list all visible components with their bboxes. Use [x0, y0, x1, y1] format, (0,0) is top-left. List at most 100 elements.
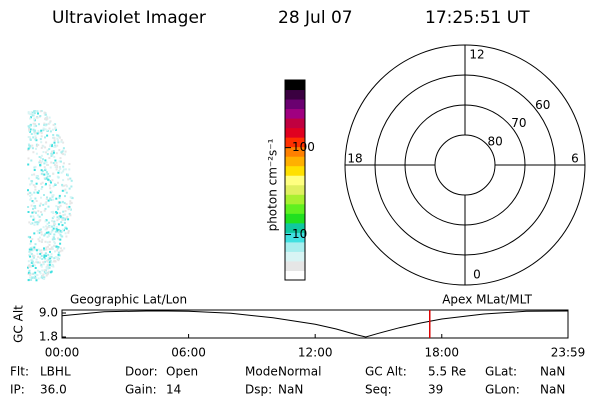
- auroral-pixel: [42, 158, 44, 161]
- auroral-pixel: [41, 269, 44, 272]
- auroral-pixel: [27, 271, 30, 274]
- auroral-pixel: [53, 245, 56, 247]
- auroral-pixel: [30, 182, 33, 185]
- auroral-pixel: [33, 117, 36, 120]
- auroral-pixel: [64, 150, 67, 153]
- auroral-pixel: [27, 206, 30, 208]
- auroral-pixel: [55, 245, 58, 248]
- auroral-pixel: [59, 157, 62, 160]
- auroral-pixel: [54, 127, 57, 130]
- colorbar-band: [285, 184, 305, 195]
- auroral-pixel: [51, 248, 54, 250]
- colorbar-band: [285, 175, 305, 186]
- auroral-pixel: [50, 152, 53, 155]
- auroral-pixel: [62, 165, 65, 168]
- auroral-pixel: [39, 249, 42, 252]
- auroral-pixel: [47, 233, 50, 236]
- auroral-pixel: [31, 260, 34, 263]
- auroral-pixel: [36, 191, 39, 194]
- auroral-pixel: [52, 212, 55, 214]
- auroral-pixel: [53, 137, 56, 140]
- info-value: Normal: [278, 365, 321, 379]
- auroral-pixel: [36, 253, 39, 255]
- auroral-pixel: [34, 276, 37, 279]
- auroral-pixel: [55, 226, 58, 229]
- auroral-pixel: [60, 171, 63, 174]
- auroral-pixel: [65, 227, 68, 230]
- colorbar-band: [285, 165, 305, 176]
- info-label: Dsp:: [245, 383, 272, 397]
- auroral-pixel: [63, 184, 65, 187]
- auroral-pixel: [27, 260, 30, 263]
- auroral-pixel: [39, 202, 42, 205]
- auroral-pixel: [51, 219, 53, 222]
- auroral-pixel: [43, 269, 46, 272]
- auroral-pixel: [47, 256, 50, 259]
- auroral-pixel: [40, 169, 43, 172]
- auroral-pixel: [53, 164, 56, 166]
- auroral-pixel: [62, 162, 65, 165]
- auroral-pixel: [44, 257, 47, 260]
- auroral-pixel: [40, 172, 43, 175]
- auroral-pixel: [49, 261, 52, 264]
- auroral-pixel: [64, 213, 67, 216]
- auroral-pixel: [53, 260, 56, 263]
- auroral-pixel: [29, 272, 32, 275]
- auroral-pixel: [48, 263, 51, 266]
- auroral-pixel: [40, 241, 43, 243]
- auroral-pixel: [47, 122, 50, 125]
- auroral-pixel: [48, 127, 51, 130]
- auroral-pixel: [54, 159, 57, 162]
- auroral-pixel: [65, 235, 68, 238]
- auroral-pixel: [68, 163, 71, 165]
- auroral-pixel: [36, 214, 39, 217]
- auroral-pixel: [48, 243, 51, 246]
- colorbar-band: [285, 241, 305, 252]
- auroral-pixel: [40, 135, 43, 138]
- auroral-pixel: [41, 275, 44, 278]
- auroral-pixel: [67, 178, 70, 181]
- info-label: IP:: [10, 383, 25, 397]
- auroral-pixel: [43, 278, 46, 280]
- colorbar-band: [285, 99, 305, 110]
- auroral-pixel: [45, 161, 48, 164]
- auroral-pixel: [37, 277, 40, 280]
- auroral-pixel: [59, 167, 62, 170]
- auroral-pixel: [43, 256, 46, 259]
- auroral-pixel: [69, 214, 72, 217]
- auroral-pixel: [32, 122, 35, 125]
- auroral-pixel: [38, 236, 41, 239]
- auroral-pixel: [28, 254, 31, 257]
- right-label: Apex MLat/MLT: [442, 293, 532, 307]
- auroral-pixel: [49, 250, 51, 253]
- auroral-pixel: [34, 243, 37, 246]
- polar-hour-label: 18: [347, 152, 362, 166]
- auroral-pixel: [44, 260, 47, 263]
- auroral-pixel: [58, 160, 61, 163]
- auroral-pixel: [40, 146, 43, 149]
- auroral-pixel: [29, 276, 32, 279]
- auroral-pixel: [40, 161, 43, 164]
- auroral-pixel: [49, 145, 52, 148]
- auroral-pixel: [40, 276, 43, 279]
- auroral-pixel: [30, 261, 33, 264]
- auroral-pixel: [33, 248, 36, 251]
- auroral-pixel: [52, 215, 55, 218]
- auroral-pixel: [60, 151, 63, 154]
- auroral-pixel: [49, 143, 52, 146]
- auroral-pixel: [51, 225, 53, 228]
- auroral-pixel: [29, 236, 32, 239]
- auroral-pixel: [49, 166, 52, 169]
- auroral-pixel: [69, 196, 72, 199]
- auroral-pixel: [29, 198, 32, 201]
- auroral-pixel: [49, 187, 52, 190]
- auroral-pixel: [33, 169, 36, 171]
- auroral-pixel: [59, 166, 61, 168]
- auroral-pixel: [41, 170, 44, 173]
- auroral-pixel: [27, 163, 30, 166]
- auroral-pixel: [61, 185, 64, 188]
- colorbar-band: [285, 80, 305, 91]
- auroral-pixel: [53, 222, 56, 225]
- auroral-pixel: [31, 211, 34, 214]
- auroral-pixel: [55, 128, 57, 131]
